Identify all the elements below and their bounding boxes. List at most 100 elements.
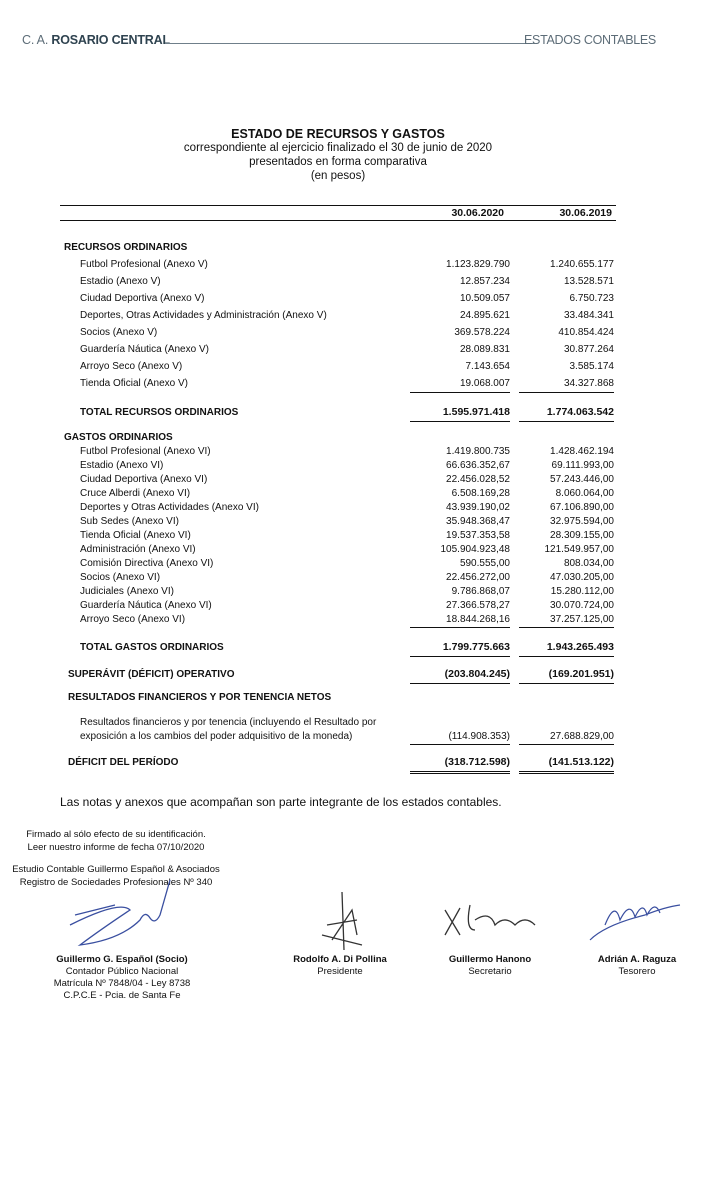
- row-label: Deportes y Otras Actividades (Anexo VI): [80, 502, 259, 513]
- value-2019: 1.240.655.177: [550, 259, 614, 270]
- row-label: Judiciales (Anexo VI): [80, 586, 174, 597]
- value-2019: 30.070.724,00: [550, 600, 614, 611]
- row-label-line: Resultados financieros y por tenencia (i…: [60, 716, 616, 730]
- table-row: Comisión Directiva (Anexo VI) 590.555,00 8…: [60, 557, 616, 571]
- value-2019: 34.327.868: [519, 375, 614, 393]
- statement-table: 30.06.2020 30.06.2019 RECURSOS ORDINARIO…: [60, 205, 616, 774]
- firm-line: Firmado al sólo efecto de su identificac…: [26, 829, 206, 840]
- value-2020: 6.508.169,28: [451, 488, 510, 499]
- value-2019: 30.877.264: [563, 344, 614, 355]
- row-label: Socios (Anexo V): [80, 327, 158, 338]
- column-header-2020: 30.06.2020: [451, 207, 504, 219]
- row-label: TOTAL RECURSOS ORDINARIOS: [80, 407, 239, 418]
- signatory-di-pollina: Rodolfo A. Di Pollina Presidente: [280, 954, 400, 978]
- signatory-role: Secretario: [468, 966, 512, 977]
- page-header: C. A. ROSARIO CENTRAL ESTADOS CONTABLES: [22, 33, 656, 49]
- value-2019: 410.854.424: [558, 327, 614, 338]
- value-2019: (141.513.122): [519, 754, 614, 774]
- signature-espanol: [69, 880, 171, 946]
- row-label: Deportes, Otras Actividades y Administra…: [80, 310, 327, 321]
- table-row: Guardería Náutica (Anexo V) 28.089.831 30.…: [60, 341, 616, 358]
- value-2019: 33.484.341: [563, 310, 614, 321]
- row-label: Ciudad Deportiva (Anexo VI): [80, 474, 208, 485]
- total-row: TOTAL RECURSOS ORDINARIOS 1.595.971.418 1.…: [60, 404, 616, 422]
- statement-title-block: ESTADO DE RECURSOS Y GASTOS correspondie…: [0, 127, 676, 183]
- brand: C. A. ROSARIO CENTRAL: [22, 33, 170, 47]
- value-2020: 590.555,00: [459, 558, 510, 569]
- value-2019: 1.943.265.493: [519, 639, 614, 657]
- row-label: TOTAL GASTOS ORDINARIOS: [80, 642, 224, 653]
- value-2020: 7.143.654: [465, 361, 511, 372]
- row-label: RECURSOS ORDINARIOS: [64, 242, 188, 253]
- row-label: Socios (Anexo VI): [80, 572, 161, 583]
- table-row: Deportes y Otras Actividades (Anexo VI) 4…: [60, 501, 616, 515]
- row-label: GASTOS ORDINARIOS: [64, 432, 173, 443]
- header-rule: [165, 43, 535, 44]
- value-2019: 15.280.112,00: [550, 586, 614, 597]
- section-heading: RESULTADOS FINANCIEROS Y POR TENENCIA NE…: [60, 689, 616, 706]
- table-row: Deportes, Otras Actividades y Administra…: [60, 307, 616, 324]
- row-label: Arroyo Seco (Anexo V): [80, 361, 183, 372]
- signatory-role: Contador Público Nacional: [65, 966, 179, 977]
- value-2019: 57.243.446,00: [550, 474, 614, 485]
- value-2020: 19.068.007: [410, 375, 510, 393]
- brand-prefix: C. A.: [22, 33, 52, 47]
- signatory-hanono: Guillermo Hanono Secretario: [430, 954, 550, 978]
- value-2020: 1.595.971.418: [410, 404, 510, 422]
- section-heading: GASTOS ORDINARIOS: [60, 431, 616, 445]
- value-2020: 1.799.775.663: [410, 639, 510, 657]
- table-row: Futbol Profesional (Anexo VI) 1.419.800.7…: [60, 445, 616, 459]
- value-2020: 22.456.272,00: [446, 572, 510, 583]
- signatory-registration: Matrícula Nº 7848/04 - Ley 8738: [53, 978, 191, 989]
- value-2019: 69.111.993,00: [551, 460, 614, 471]
- signature-hanono: [444, 904, 536, 936]
- signatory-raguza: Adrián A. Raguza Tesorero: [577, 954, 697, 978]
- total-row: TOTAL GASTOS ORDINARIOS 1.799.775.663 1.94…: [60, 639, 616, 657]
- row-label: Tienda Oficial (Anexo V): [80, 378, 189, 389]
- column-header-2019: 30.06.2019: [559, 207, 612, 219]
- row-label: Administración (Anexo VI): [80, 544, 196, 555]
- row-label: exposición a los cambios del poder adqui…: [80, 731, 353, 742]
- statement-title: ESTADO DE RECURSOS Y GASTOS: [231, 127, 445, 141]
- table-row: Socios (Anexo VI) 22.456.272,00 47.030.205…: [60, 571, 616, 585]
- row-label: Resultados financieros y por tenencia (i…: [80, 717, 377, 728]
- table-row: Futbol Profesional (Anexo V) 1.123.829.79…: [60, 256, 616, 273]
- value-2020: 35.948.368,47: [446, 516, 510, 527]
- row-label: Estadio (Anexo V): [80, 276, 161, 287]
- table-row: Sub Sedes (Anexo VI) 35.948.368,47 32.975.…: [60, 515, 616, 529]
- table-header: 30.06.2020 30.06.2019: [60, 205, 616, 221]
- firm-line: Registro de Sociedades Profesionales Nº …: [19, 876, 213, 888]
- signatory-role: Tesorero: [618, 966, 656, 977]
- value-2019: 121.549.957,00: [544, 544, 614, 555]
- table-row: Socios (Anexo V) 369.578.224 410.854.424: [60, 324, 616, 341]
- value-2019: 6.750.723: [569, 293, 615, 304]
- row-label: Arroyo Seco (Anexo VI): [80, 614, 186, 625]
- value-2019: 27.688.829,00: [519, 730, 614, 745]
- statement-subtitle: correspondiente al ejercicio finalizado …: [183, 142, 493, 154]
- firm-identification: Firmado al sólo efecto de su identificac…: [0, 829, 232, 889]
- value-2019: (169.201.951): [519, 666, 614, 684]
- table-row: Arroyo Seco (Anexo VI) 18.844.268,16 37.25…: [60, 613, 616, 628]
- value-2020: 27.366.578,27: [446, 600, 510, 611]
- table-row: Administración (Anexo VI) 105.904.923,48 1…: [60, 543, 616, 557]
- table-row: Guardería Náutica (Anexo VI) 27.366.578,2…: [60, 599, 616, 613]
- value-2020: 9.786.868,07: [451, 586, 510, 597]
- statement-currency: (en pesos): [310, 170, 366, 182]
- value-2020: 19.537.353,58: [446, 530, 510, 541]
- row-label: Futbol Profesional (Anexo V): [80, 259, 208, 270]
- signatory-name: Adrián A. Raguza: [597, 954, 677, 965]
- row-label: Ciudad Deportiva (Anexo V): [80, 293, 205, 304]
- value-2020: 10.509.057: [459, 293, 510, 304]
- table-row: Ciudad Deportiva (Anexo V) 10.509.057 6.75…: [60, 290, 616, 307]
- table-row: Tienda Oficial (Anexo V) 19.068.007 34.327…: [60, 375, 616, 393]
- financial-results-row: exposición a los cambios del poder adqui…: [60, 730, 616, 745]
- signatory-name: Rodolfo A. Di Pollina: [293, 954, 387, 965]
- value-2019: 1.774.063.542: [519, 404, 614, 422]
- section-heading: RECURSOS ORDINARIOS: [60, 239, 616, 256]
- table-row: Cruce Alberdi (Anexo VI) 6.508.169,28 8.06…: [60, 487, 616, 501]
- table-row: Tienda Oficial (Anexo VI) 19.537.353,58 28…: [60, 529, 616, 543]
- signatory-council: C.P.C.E - Pcia. de Santa Fe: [63, 990, 181, 1001]
- value-2020: 105.904.923,48: [440, 544, 510, 555]
- value-2019: 28.309.155,00: [550, 530, 614, 541]
- row-label: Estadio (Anexo VI): [80, 460, 164, 471]
